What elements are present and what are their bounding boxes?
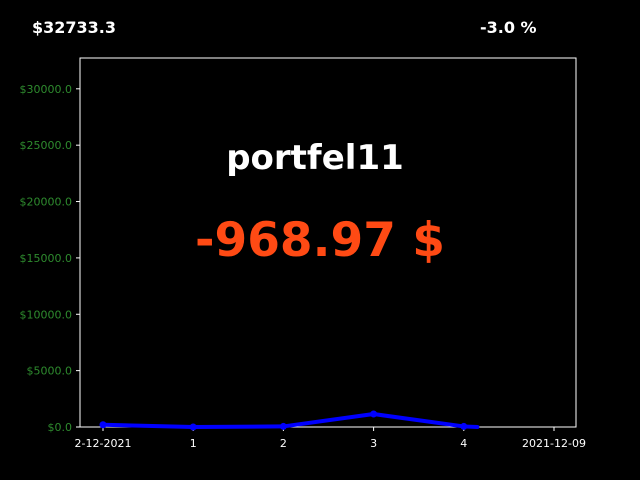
- data-point: [460, 422, 468, 430]
- profit-loss-value: -968.97 $: [195, 213, 445, 268]
- x-tick-label: 1: [190, 437, 197, 450]
- series-line: [101, 412, 480, 429]
- portfolio-total-value: $32733.3: [32, 18, 117, 37]
- x-tick-label: 2-12-2021: [75, 437, 132, 450]
- y-tick-label: $30000.0: [20, 83, 73, 96]
- y-tick-label: $0.0: [48, 421, 73, 434]
- x-tick-label: 4: [460, 437, 467, 450]
- y-axis: $0.0 $5000.0 $10000.0 $15000.0 $20000.0 $2500…: [20, 83, 80, 434]
- y-tick-label: $10000.0: [20, 308, 73, 321]
- y-tick-label: $25000.0: [20, 139, 73, 152]
- y-tick-label: $20000.0: [20, 196, 73, 209]
- x-axis: 2-12-2021 1 2 3 4 2021-12-09: [75, 427, 586, 450]
- y-tick-label: $15000.0: [20, 252, 73, 265]
- portfolio-change-percent: -3.0 %: [480, 18, 537, 37]
- data-point: [99, 421, 107, 429]
- data-point: [189, 423, 197, 431]
- y-tick-label: $5000.0: [27, 365, 73, 378]
- x-tick-label: 2021-12-09: [522, 437, 586, 450]
- data-point: [370, 410, 378, 418]
- series-layer: [99, 410, 480, 431]
- portfolio-name: portfel11: [226, 138, 404, 178]
- x-tick-label: 2: [280, 437, 287, 450]
- data-point: [279, 422, 287, 430]
- x-tick-label: 3: [370, 437, 377, 450]
- plot-frame: [79, 57, 577, 428]
